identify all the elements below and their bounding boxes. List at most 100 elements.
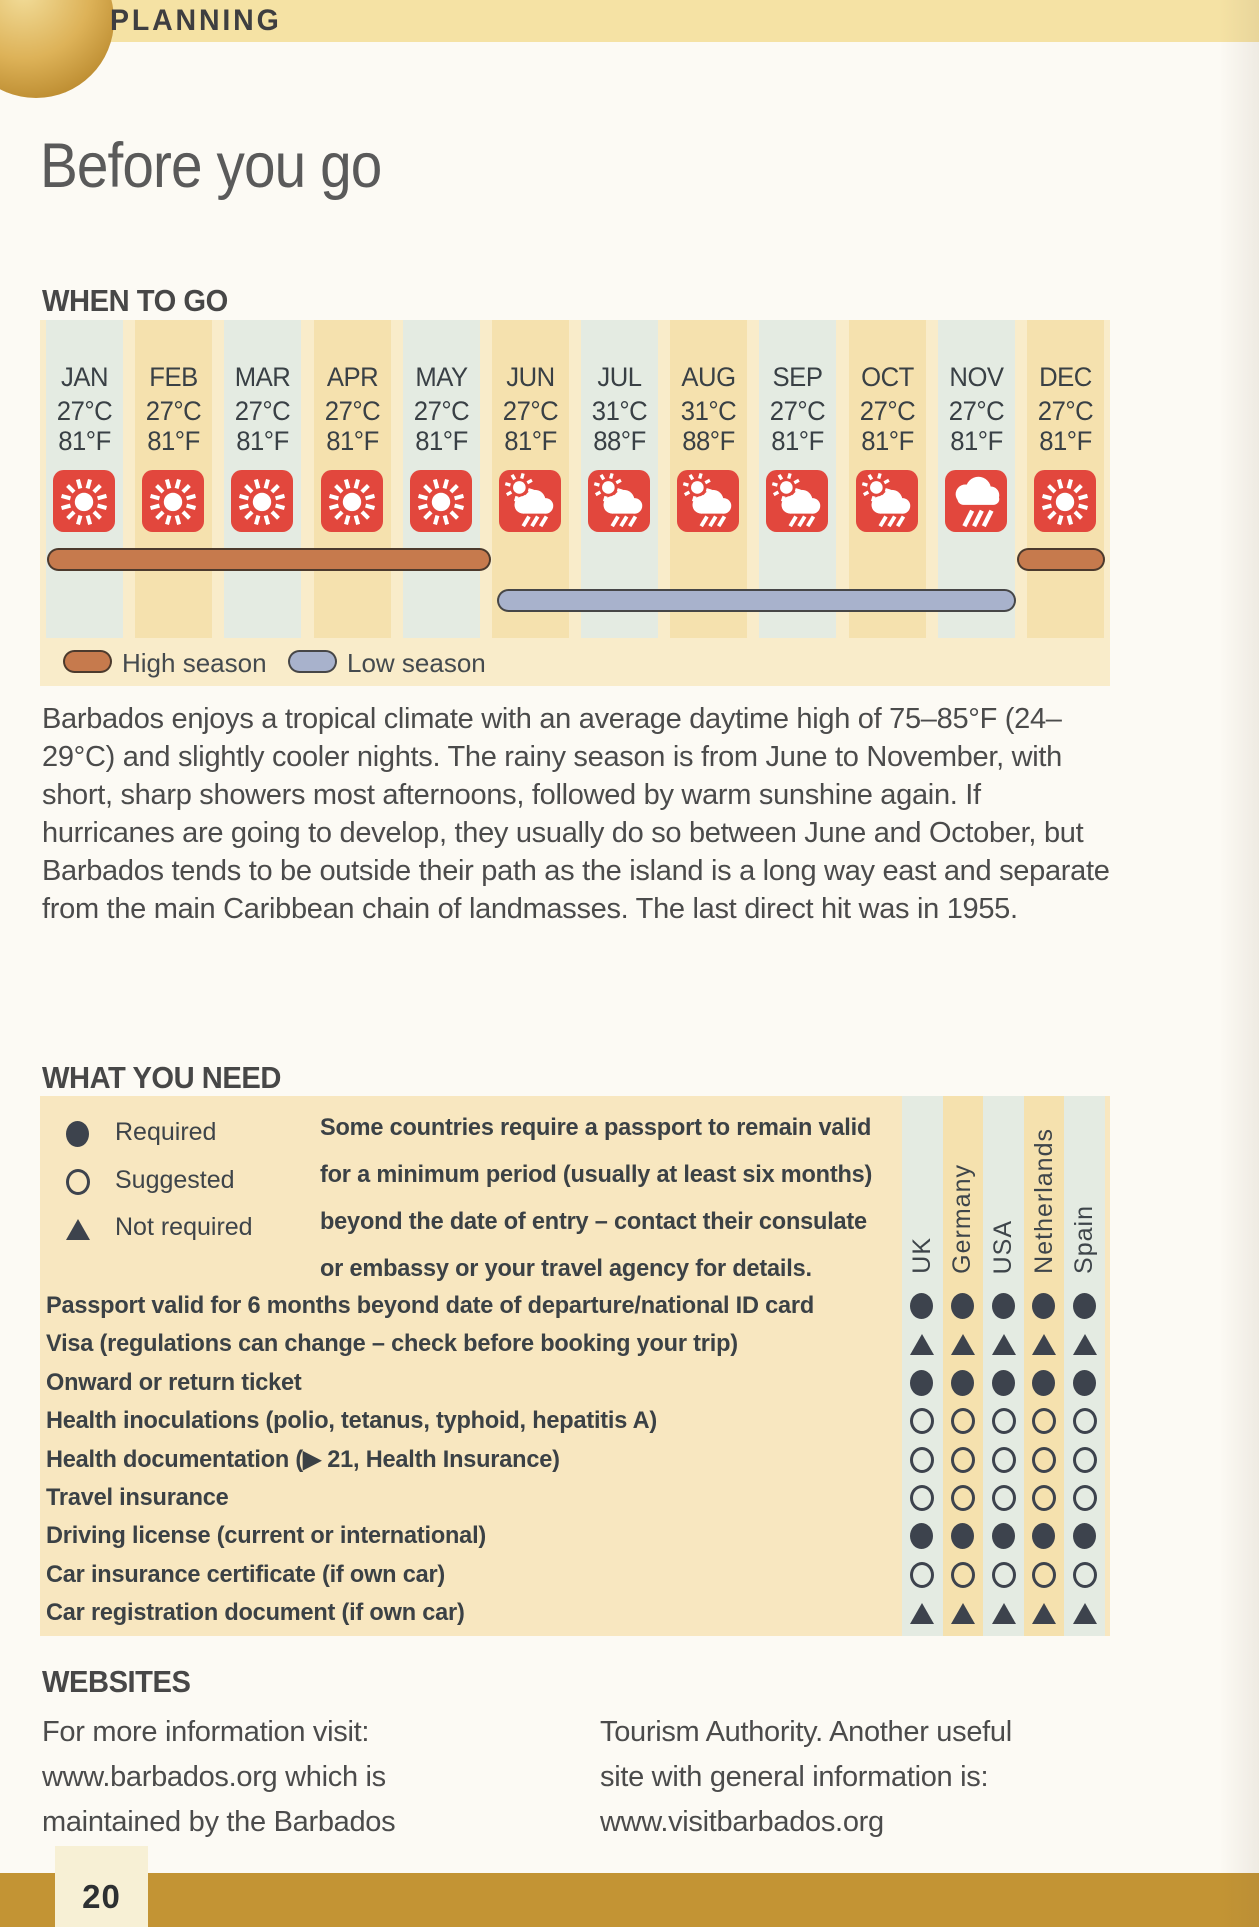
not-required-mark [950,1333,975,1355]
not-required-mark [1072,1602,1097,1624]
month-label: DEC [1039,362,1092,392]
legend-label-required: Required [115,1118,217,1146]
requirement-row: Health documentation (▶ 21, Health Insur… [40,1441,1110,1479]
required-mark [1032,1523,1056,1550]
month-temp-f: 88°F [593,426,646,456]
website-line: www.barbados.org which is [42,1761,386,1793]
sun-rain-icon [855,470,918,532]
note-line: for a minimum period (usually at least s… [320,1161,873,1188]
month-temp-c: 31°C [681,396,737,426]
requirement-row: Driving license (current or internationa… [40,1517,1110,1555]
climate-intro-paragraph: Barbados enjoys a tropical climate with … [42,703,1110,925]
high-season-bar-december [1017,548,1105,571]
page-number: 20 [82,1878,121,1915]
month-column-jun: JUN 27°C 81°F [491,320,569,638]
country-header-netherlands: Netherlands [1027,1096,1061,1274]
website-line: maintained by the Barbados [42,1806,396,1838]
month-temp-c: 27°C [235,396,291,426]
requirement-label: Onward or return ticket [46,1368,302,1396]
required-mark [910,1523,934,1550]
month-column-apr: APR 27°C 81°F [313,320,391,638]
section-band [0,0,1259,42]
suggested-mark [991,1561,1016,1588]
suggested-mark [1032,1561,1057,1588]
month-column-jul: JUL 31°C 88°F [581,320,659,638]
sun-rain-icon [498,470,561,532]
month-temp-f: 81°F [860,426,914,456]
high-season-label: High season [122,648,267,678]
gold-sphere-icon [0,0,114,98]
required-mark [1072,1523,1096,1550]
suggested-mark [1072,1408,1097,1435]
country-header-usa: USA [987,1096,1021,1274]
suggested-mark [1072,1485,1097,1511]
high-season-bar [47,548,491,571]
country-label: USA [989,1219,1017,1274]
website-line: For more information visit: [42,1716,370,1748]
sun-icon [1033,470,1096,532]
not-required-mark [991,1602,1016,1624]
not-required-mark [910,1333,935,1355]
month-label: JAN [61,362,109,392]
website-line: site with general information is: [600,1761,989,1793]
country-header-uk: UK [905,1096,939,1274]
suggested-mark [1072,1446,1097,1473]
not-required-mark [66,1218,90,1240]
suggested-mark [950,1446,975,1473]
note-line: beyond the date of entry – contact their… [320,1208,867,1235]
month-label: JUL [597,362,642,392]
required-mark [991,1523,1015,1550]
requirement-label: Car insurance certificate (if own car) [46,1560,446,1588]
sun-icon [320,470,383,532]
required-mark [1072,1293,1096,1319]
not-required-mark [1032,1602,1057,1624]
required-mark [950,1293,974,1319]
country-label: Germany [948,1164,977,1274]
suggested-mark [991,1446,1016,1473]
month-column-dec: DEC 27°C 81°F [1026,320,1104,638]
required-mark [910,1369,934,1396]
required-mark [1032,1293,1056,1319]
month-temp-f: 81°F [236,426,290,456]
page-title: Before you go [40,131,382,201]
month-label: NOV [949,362,1004,392]
month-temp-f: 81°F [415,426,468,456]
websites-heading: WEBSITES [42,1664,191,1699]
month-temp-c: 31°C [591,396,648,426]
requirement-label: Visa (regulations can change – check bef… [46,1330,738,1358]
suggested-mark [910,1561,935,1588]
month-label: FEB [149,362,199,392]
month-column-nov: NOV 27°C 81°F [937,320,1015,638]
month-label: MAR [235,362,291,392]
suggested-mark [1032,1485,1057,1511]
required-mark [1032,1369,1056,1396]
requirement-label: Health documentation (▶ 21, Health Insur… [46,1445,560,1473]
high-season-swatch [63,650,112,673]
climate-chart: JAN 27°C 81°F FEB 27°C 81°F MAR 27°C 81°… [40,320,1110,686]
sun-rain-icon [677,470,740,532]
page-edge-shading [1219,0,1259,1927]
month-temp-c: 27°C [56,396,113,426]
section-label: PLANNING [110,4,282,37]
note-line: or embassy or your travel agency for det… [320,1255,812,1282]
sun-icon [231,470,294,532]
required-mark [991,1369,1015,1396]
month-temp-c: 27°C [146,396,202,426]
suggested-mark [950,1561,975,1588]
requirement-row: Car insurance certificate (if own car) [40,1556,1110,1594]
suggested-mark [950,1485,975,1511]
month-temp-c: 27°C [859,396,915,426]
month-temp-f: 81°F [504,426,557,456]
month-column-sep: SEP 27°C 81°F [759,320,837,638]
suggested-mark [1072,1561,1097,1588]
suggested-mark [991,1408,1016,1435]
country-label: Netherlands [1029,1128,1058,1274]
month-column-may: MAY 27°C 81°F [402,320,480,638]
month-temp-c: 27°C [948,396,1005,426]
suggested-mark [991,1485,1016,1511]
month-column-aug: AUG 31°C 88°F [670,320,748,638]
month-label: MAY [415,362,468,392]
required-mark [950,1369,974,1396]
low-season-label: Low season [347,648,486,678]
